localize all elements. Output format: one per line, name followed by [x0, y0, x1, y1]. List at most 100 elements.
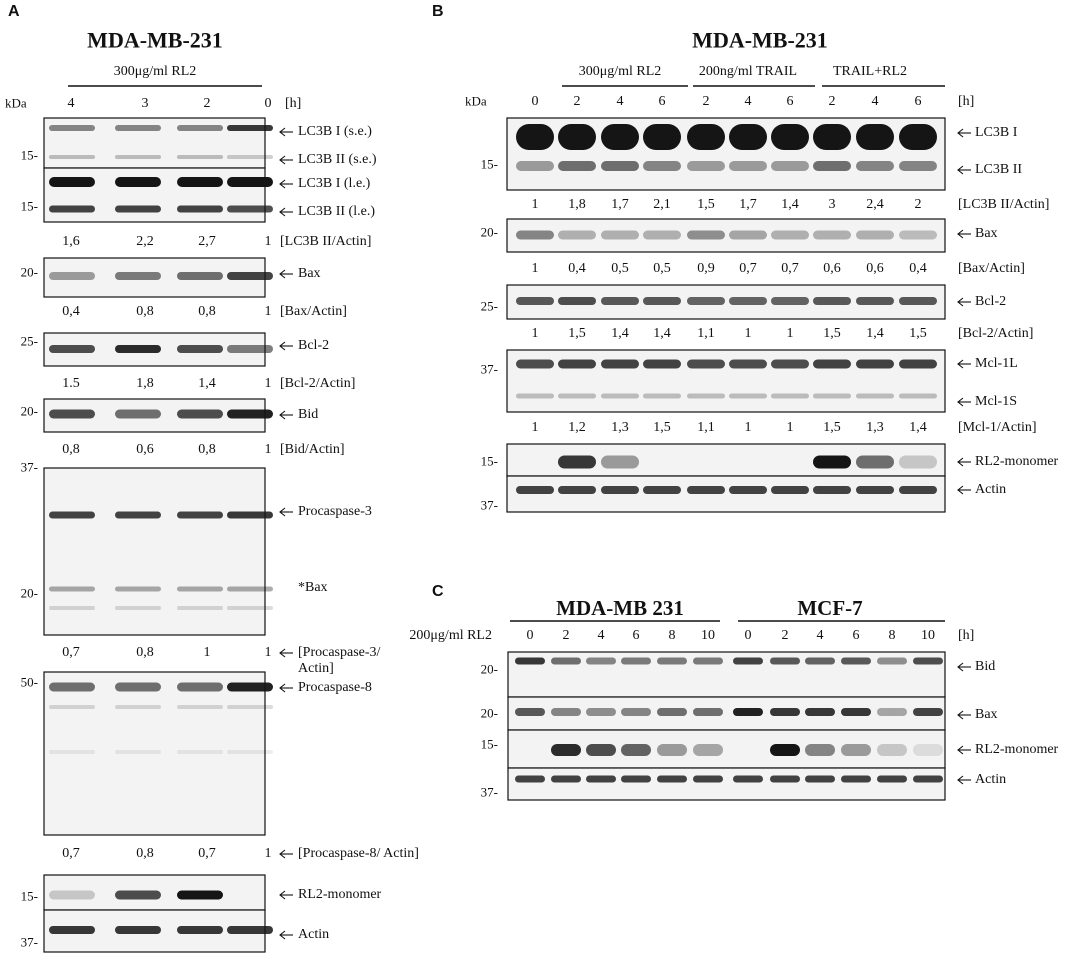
band	[115, 586, 161, 592]
band	[841, 775, 871, 783]
lane-label: 0	[526, 627, 534, 643]
kda-marker: 15-	[20, 147, 38, 163]
band	[856, 124, 894, 150]
band	[49, 586, 95, 592]
lane-label: 10	[921, 627, 935, 643]
arrow-head	[957, 745, 964, 755]
band	[899, 230, 937, 240]
ratio-value: 2,7	[198, 233, 216, 249]
band-label: RL2-monomer	[975, 741, 1059, 757]
ratio-value: 1,5	[697, 196, 715, 212]
ratio-value: 0,8	[62, 441, 80, 457]
arrow-head	[957, 297, 964, 307]
band	[177, 682, 223, 692]
row-label: 200μg/ml RL2	[409, 627, 492, 643]
band-label: Bcl-2	[298, 337, 330, 353]
band	[601, 359, 639, 369]
band	[899, 455, 937, 469]
band	[558, 455, 596, 469]
band	[115, 606, 161, 610]
lane-label: 6	[658, 93, 666, 109]
band	[729, 297, 767, 305]
band	[115, 750, 161, 754]
band	[551, 744, 581, 756]
arrow-head	[279, 207, 286, 217]
band-label: LC3B II	[975, 161, 1023, 177]
band-label: Actin	[975, 481, 1007, 497]
lane-label: 2	[573, 93, 581, 109]
arrow-head	[957, 128, 964, 138]
band	[877, 775, 907, 783]
ratio-value: 1,3	[611, 419, 629, 435]
band-label: LC3B II (l.e.)	[298, 203, 375, 219]
band	[601, 161, 639, 171]
ratio-value: 1	[264, 845, 272, 861]
band	[586, 657, 616, 665]
kda-marker: 37-	[480, 784, 498, 800]
band-label: Procaspase-3	[298, 503, 372, 519]
arrow-head	[957, 710, 964, 720]
ratio-value: 1	[744, 325, 752, 341]
band	[899, 297, 937, 305]
lane-label: 2	[781, 627, 789, 643]
ratio-value: 0,4	[568, 260, 586, 276]
kda-label: kDa	[465, 93, 487, 109]
band	[49, 177, 95, 187]
band	[805, 744, 835, 756]
band	[621, 657, 651, 665]
band-label: LC3B II (s.e.)	[298, 151, 377, 167]
band	[49, 125, 95, 131]
band	[115, 926, 161, 934]
ratio-value: 1	[531, 260, 539, 276]
ratio-value: 2,1	[653, 196, 671, 212]
arrow-head	[279, 890, 286, 900]
band	[813, 393, 851, 399]
band	[771, 230, 809, 240]
ratio-value: 0,8	[136, 845, 154, 861]
lane-label: 2	[828, 93, 836, 109]
band	[49, 205, 95, 213]
panel-title: MDA-MB-231	[692, 27, 828, 53]
lane-label: 8	[668, 627, 676, 643]
band	[729, 393, 767, 399]
band	[877, 657, 907, 665]
ratio-value: 1.5	[62, 375, 80, 391]
ratio-value: 1	[264, 375, 272, 391]
ratio-value: 1,5	[568, 325, 586, 341]
ratio-value: 1,4	[653, 325, 671, 341]
kda-marker: 20-	[20, 403, 38, 419]
band	[49, 606, 95, 610]
ratio-label: [Bid/Actin]	[280, 441, 345, 457]
band	[733, 708, 763, 716]
band-label: *Bax	[298, 579, 328, 595]
band-label: Mcl-1L	[975, 355, 1018, 371]
band	[601, 455, 639, 469]
band	[687, 486, 725, 494]
ratio-value: 1,4	[909, 419, 927, 435]
ratio-value: 0,6	[866, 260, 884, 276]
ratio-value: 0,6	[136, 441, 154, 457]
group-label: TRAIL+RL2	[833, 63, 907, 79]
band	[115, 155, 161, 159]
ratio-value: 0,4	[62, 303, 80, 319]
ratio-value: 2	[914, 196, 922, 212]
band	[115, 177, 161, 187]
kda-marker: 15-	[480, 156, 498, 172]
band	[49, 682, 95, 692]
band	[813, 124, 851, 150]
band	[805, 657, 835, 665]
band	[558, 486, 596, 494]
ratio-value: 1,5	[909, 325, 927, 341]
band	[899, 359, 937, 369]
ratio-value: 1,4	[781, 196, 799, 212]
kda-marker: 20-	[480, 705, 498, 721]
band	[177, 926, 223, 934]
band	[643, 230, 681, 240]
group-label: 300μg/ml RL2	[578, 63, 662, 79]
band	[49, 345, 95, 353]
lane-label: 4	[816, 627, 824, 643]
band	[49, 926, 95, 934]
band	[771, 124, 809, 150]
lane-label: 0	[264, 95, 272, 111]
band	[687, 161, 725, 171]
